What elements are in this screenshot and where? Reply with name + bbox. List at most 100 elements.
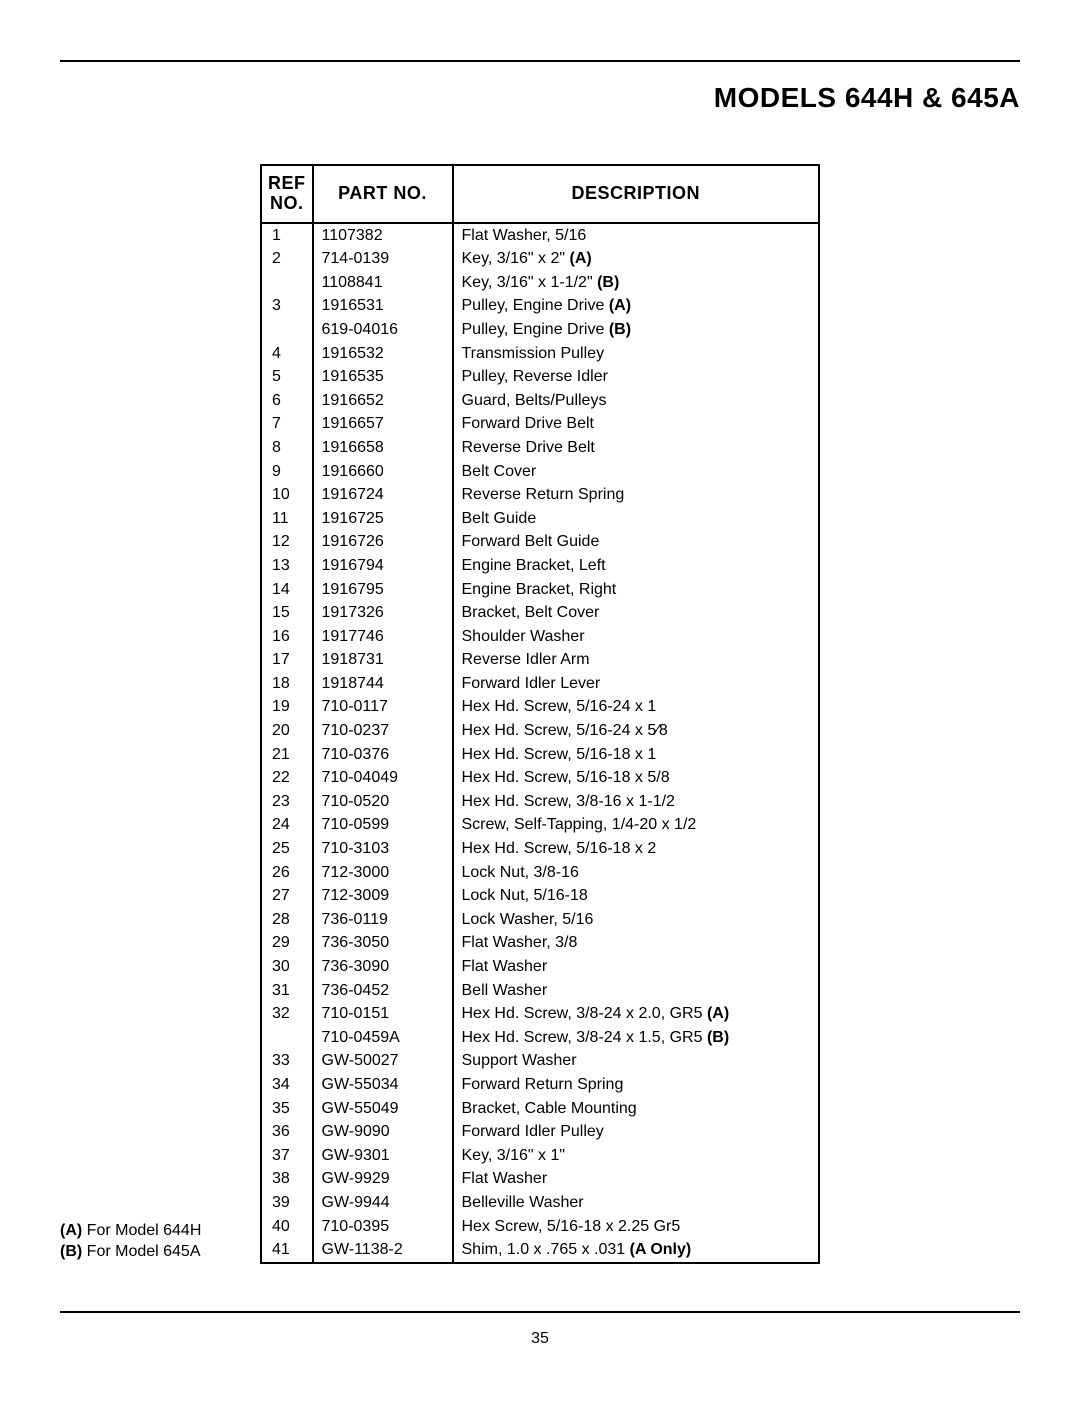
table-row: 151917326Bracket, Belt Cover bbox=[261, 601, 819, 625]
table-row: 22710-04049Hex Hd. Screw, 5/16-18 x 5/8 bbox=[261, 766, 819, 790]
col-part: PART NO. bbox=[313, 165, 453, 223]
page-content: MODELS 644H & 645A REFNO. PART NO. DESCR… bbox=[0, 0, 1080, 1304]
part-cell: 1917746 bbox=[313, 625, 453, 649]
table-row: 101916724Reverse Return Spring bbox=[261, 483, 819, 507]
desc-cell: Belleville Washer bbox=[453, 1191, 820, 1215]
table-row: 171918731Reverse Idler Arm bbox=[261, 648, 819, 672]
table-row: 30736-3090Flat Washer bbox=[261, 955, 819, 979]
table-wrap: REFNO. PART NO. DESCRIPTION 11107382 Flat… bbox=[60, 164, 1020, 1264]
ref-cell: 18 bbox=[261, 672, 313, 696]
part-cell: 1916531 bbox=[313, 294, 453, 318]
part-cell: 710-0237 bbox=[313, 719, 453, 743]
part-cell: 736-3090 bbox=[313, 955, 453, 979]
table-row: 619-04016Pulley, Engine Drive (B) bbox=[261, 318, 819, 342]
part-cell: 712-3000 bbox=[313, 861, 453, 885]
part-cell: 1916726 bbox=[313, 530, 453, 554]
ref-cell: 11 bbox=[261, 507, 313, 531]
part-cell: GW-9090 bbox=[313, 1120, 453, 1144]
desc-cell: Hex Hd. Screw, 3/8-24 x 2.0, GR5 (A) bbox=[453, 1002, 820, 1026]
part-cell: 736-0452 bbox=[313, 979, 453, 1003]
table-row: 34GW-55034Forward Return Spring bbox=[261, 1073, 819, 1097]
ref-cell: 27 bbox=[261, 884, 313, 908]
desc-cell: Lock Nut, 3/8-16 bbox=[453, 861, 820, 885]
ref-cell: 33 bbox=[261, 1049, 313, 1073]
part-cell: 710-0459A bbox=[313, 1026, 453, 1050]
part-cell: 1918744 bbox=[313, 672, 453, 696]
desc-cell: Shim, 1.0 x .765 x .031 (A Only) bbox=[453, 1238, 820, 1263]
part-cell: 712-3009 bbox=[313, 884, 453, 908]
desc-cell: Reverse Return Spring bbox=[453, 483, 820, 507]
table-row: 2714-0139Key, 3/16" x 2" (A) bbox=[261, 247, 819, 271]
table-row: 710-0459AHex Hd. Screw, 3/8-24 x 1.5, GR… bbox=[261, 1026, 819, 1050]
desc-cell: Pulley, Engine Drive (B) bbox=[453, 318, 820, 342]
part-cell: 710-04049 bbox=[313, 766, 453, 790]
desc-cell: Guard, Belts/Pulleys bbox=[453, 389, 820, 413]
desc-cell: Hex Hd. Screw, 5/16-24 x 5⁄8 bbox=[453, 719, 820, 743]
part-cell: GW-9301 bbox=[313, 1144, 453, 1168]
table-row: 26712-3000Lock Nut, 3/8-16 bbox=[261, 861, 819, 885]
table-row: 91916660Belt Cover bbox=[261, 460, 819, 484]
part-cell: 1916725 bbox=[313, 507, 453, 531]
table-row: 28736-0119Lock Washer, 5/16 bbox=[261, 908, 819, 932]
part-cell: 714-0139 bbox=[313, 247, 453, 271]
ref-cell: 15 bbox=[261, 601, 313, 625]
footnote-b: (B) For Model 645A bbox=[60, 1242, 201, 1263]
desc-cell: Hex Hd. Screw, 5/16-18 x 1 bbox=[453, 743, 820, 767]
table-row: 32710-0151Hex Hd. Screw, 3/8-24 x 2.0, G… bbox=[261, 1002, 819, 1026]
ref-cell: 5 bbox=[261, 365, 313, 389]
ref-cell: 31 bbox=[261, 979, 313, 1003]
part-cell: 1916794 bbox=[313, 554, 453, 578]
desc-cell: Screw, Self-Tapping, 1/4-20 x 1/2 bbox=[453, 813, 820, 837]
part-cell: 1107382 bbox=[313, 223, 453, 248]
part-cell: 1916535 bbox=[313, 365, 453, 389]
desc-cell: Belt Guide bbox=[453, 507, 820, 531]
desc-cell: Key, 3/16" x 2" (A) bbox=[453, 247, 820, 271]
table-row: 121916726Forward Belt Guide bbox=[261, 530, 819, 554]
ref-cell: 16 bbox=[261, 625, 313, 649]
desc-cell: Forward Idler Pulley bbox=[453, 1120, 820, 1144]
desc-cell: Hex Hd. Screw, 3/8-24 x 1.5, GR5 (B) bbox=[453, 1026, 820, 1050]
desc-cell: Pulley, Engine Drive (A) bbox=[453, 294, 820, 318]
footnote-a: (A) For Model 644H bbox=[60, 1221, 201, 1242]
desc-cell: Pulley, Reverse Idler bbox=[453, 365, 820, 389]
ref-cell: 9 bbox=[261, 460, 313, 484]
part-cell: GW-50027 bbox=[313, 1049, 453, 1073]
footnotes: (A) For Model 644H (B) For Model 645A bbox=[60, 1221, 201, 1263]
ref-cell bbox=[261, 1026, 313, 1050]
desc-cell: Hex Screw, 5/16-18 x 2.25 Gr5 bbox=[453, 1215, 820, 1239]
table-row: 131916794Engine Bracket, Left bbox=[261, 554, 819, 578]
ref-cell: 41 bbox=[261, 1238, 313, 1263]
desc-cell: Lock Nut, 5/16-18 bbox=[453, 884, 820, 908]
table-head: REFNO. PART NO. DESCRIPTION bbox=[261, 165, 819, 223]
ref-cell: 39 bbox=[261, 1191, 313, 1215]
ref-cell: 20 bbox=[261, 719, 313, 743]
ref-cell: 4 bbox=[261, 342, 313, 366]
ref-cell bbox=[261, 271, 313, 295]
part-cell: GW-55034 bbox=[313, 1073, 453, 1097]
ref-cell: 32 bbox=[261, 1002, 313, 1026]
part-cell: 619-04016 bbox=[313, 318, 453, 342]
table-row: 41916532Transmission Pulley bbox=[261, 342, 819, 366]
table-row: 38GW-9929Flat Washer bbox=[261, 1167, 819, 1191]
desc-cell: Bracket, Belt Cover bbox=[453, 601, 820, 625]
table-row: 111916725Belt Guide bbox=[261, 507, 819, 531]
ref-cell bbox=[261, 318, 313, 342]
desc-cell: Flat Washer bbox=[453, 1167, 820, 1191]
ref-cell: 28 bbox=[261, 908, 313, 932]
parts-table: REFNO. PART NO. DESCRIPTION 11107382 Flat… bbox=[260, 164, 820, 1264]
page-number: 35 bbox=[0, 1330, 1080, 1348]
part-cell: 710-0599 bbox=[313, 813, 453, 837]
ref-cell: 1 bbox=[261, 223, 313, 248]
ref-cell: 23 bbox=[261, 790, 313, 814]
ref-cell: 14 bbox=[261, 578, 313, 602]
table-row: 41GW-1138-2Shim, 1.0 x .765 x .031 (A On… bbox=[261, 1238, 819, 1263]
ref-cell: 21 bbox=[261, 743, 313, 767]
part-cell: 710-0117 bbox=[313, 695, 453, 719]
part-cell: 1916532 bbox=[313, 342, 453, 366]
part-cell: 1916652 bbox=[313, 389, 453, 413]
part-cell: 710-0520 bbox=[313, 790, 453, 814]
desc-cell: Transmission Pulley bbox=[453, 342, 820, 366]
table-row: 29736-3050Flat Washer, 3/8 bbox=[261, 931, 819, 955]
desc-cell: Forward Return Spring bbox=[453, 1073, 820, 1097]
desc-cell: Forward Belt Guide bbox=[453, 530, 820, 554]
